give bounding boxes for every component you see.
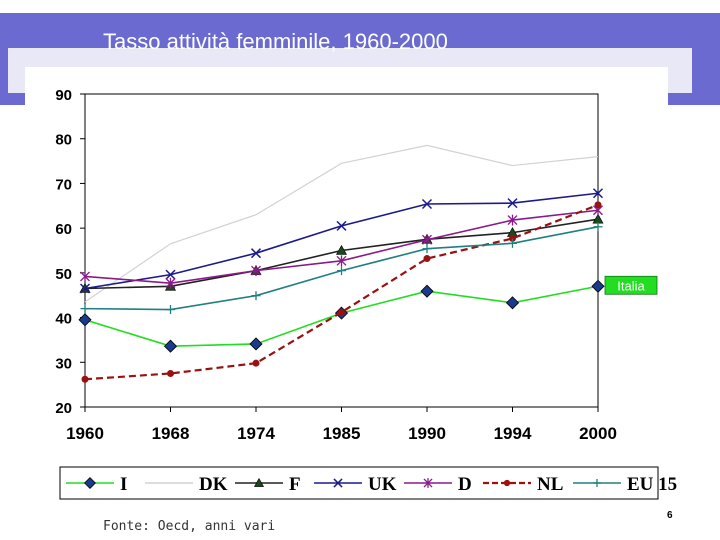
- point-nl: [252, 359, 260, 367]
- y-tick-label: 90: [55, 87, 72, 104]
- legend-item-eu15: EU 15: [573, 474, 677, 495]
- x-tick-label: 1968: [152, 424, 190, 443]
- point-uk: [250, 248, 262, 259]
- point-eu15: [80, 304, 90, 314]
- legend-marker-eu15: [592, 478, 602, 488]
- page-number: 6: [667, 510, 673, 521]
- legend-item-nl: NL: [483, 474, 563, 495]
- legend-label-d: D: [458, 474, 472, 495]
- point-i: [420, 284, 434, 298]
- legend-item-f: F: [235, 474, 301, 495]
- point-uk: [592, 188, 604, 199]
- point-d: [507, 214, 518, 226]
- point-eu15: [508, 238, 517, 248]
- point-eu15: [251, 291, 261, 301]
- slide-title: Tasso attività femminile, 1960-2000: [103, 29, 448, 54]
- legend-label-eu15: EU 15: [627, 474, 677, 495]
- point-nl: [509, 234, 516, 242]
- point-d: [165, 277, 176, 289]
- x-tick-label: 1974: [237, 424, 275, 443]
- legend-marker-uk: [333, 478, 343, 488]
- legend-marker-d: [423, 478, 433, 488]
- series-uk: [79, 188, 604, 294]
- point-nl: [338, 308, 345, 316]
- point-d: [336, 255, 347, 267]
- y-tick-label: 40: [55, 311, 72, 328]
- series-eu15: [80, 222, 603, 315]
- legend-marker-nl: [503, 479, 511, 487]
- legend-marker-f: [253, 477, 265, 487]
- series-dk: [84, 144, 599, 303]
- legend-label-f: F: [289, 474, 301, 495]
- legend-item-d: D: [404, 474, 472, 495]
- x-tick-label: 1985: [323, 424, 361, 443]
- y-tick-label: 80: [55, 132, 72, 149]
- legend-marker-i: [84, 477, 96, 489]
- y-tick-label: 30: [55, 355, 72, 372]
- annotation-label: Italia: [617, 278, 645, 293]
- point-eu15: [422, 244, 432, 254]
- point-uk: [336, 220, 347, 231]
- legend-item-dk: DK: [145, 474, 228, 495]
- legend-label-uk: UK: [368, 474, 397, 495]
- legend-item-i: I: [66, 474, 127, 495]
- point-d: [80, 271, 90, 282]
- point-i: [591, 279, 605, 293]
- point-nl: [167, 369, 174, 377]
- point-nl: [423, 255, 431, 263]
- point-eu15: [593, 222, 603, 232]
- y-tick-label: 20: [55, 400, 72, 417]
- annotation-italia: Italia: [604, 275, 658, 295]
- point-uk: [507, 198, 518, 209]
- point-i: [163, 339, 178, 353]
- point-eu15: [166, 305, 175, 315]
- series-line-dk: [84, 144, 599, 303]
- point-uk: [165, 269, 176, 280]
- point-uk: [79, 283, 91, 294]
- series-nl: [81, 201, 602, 383]
- legend-label-nl: NL: [537, 474, 563, 495]
- point-i: [505, 296, 520, 310]
- legend-label-i: I: [120, 474, 127, 495]
- source-note: Fonte: Oecd, anni vari: [103, 519, 276, 534]
- legend-item-uk: UK: [314, 474, 397, 495]
- x-tick-label: 1994: [494, 424, 532, 443]
- point-d: [422, 234, 432, 246]
- y-tick-label: 70: [55, 176, 72, 193]
- series-i: [78, 279, 605, 353]
- legend-label-dk: DK: [199, 474, 228, 495]
- point-i: [78, 313, 92, 327]
- point-uk: [421, 198, 433, 210]
- x-tick-label: 1960: [66, 424, 104, 443]
- annotation-box: [604, 275, 658, 295]
- point-eu15: [337, 266, 346, 276]
- point-d: [251, 265, 261, 277]
- y-tick-label: 60: [55, 221, 72, 238]
- point-f: [335, 244, 348, 255]
- point-nl: [594, 201, 602, 209]
- x-tick-label: 2000: [579, 424, 617, 443]
- x-tick-label: 1990: [408, 424, 446, 443]
- point-nl: [81, 375, 89, 383]
- point-i: [249, 337, 263, 351]
- legend: I DK F UK D NL EU 15: [59, 466, 677, 500]
- y-tick-label: 50: [55, 266, 72, 283]
